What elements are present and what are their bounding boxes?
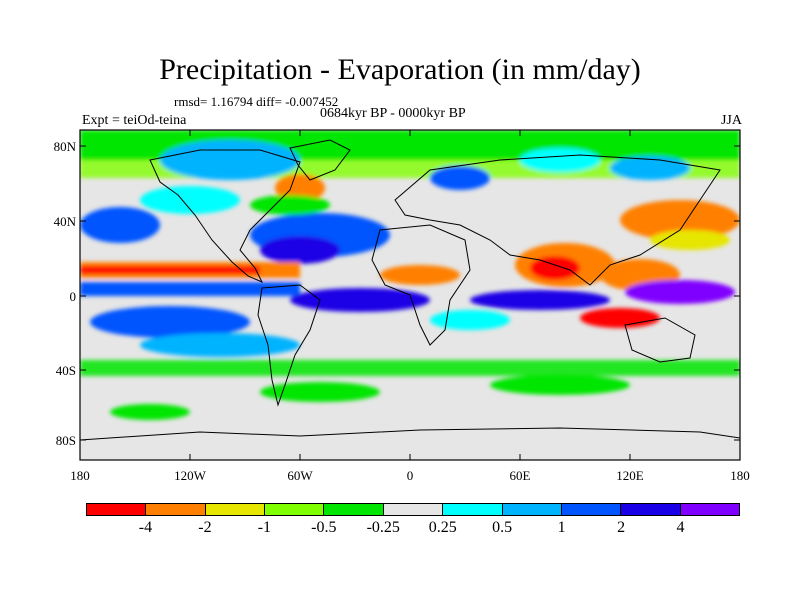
colorbar-swatch <box>621 504 681 515</box>
colorbar-swatch <box>87 504 147 515</box>
colorbar <box>86 503 740 516</box>
colorbar-label: -0.25 <box>366 519 400 536</box>
lat-label-40s: 40S <box>55 363 76 378</box>
colorbar-swatch <box>383 504 444 515</box>
map-title: Precipitation - Evaporation (in mm/day) <box>159 53 641 86</box>
coastlines <box>80 139 740 441</box>
lat-label-0: 0 <box>69 289 77 304</box>
colorbar-label: -2 <box>198 519 212 536</box>
colorbar-label: -1 <box>257 519 272 536</box>
colorbar-swatch <box>324 504 384 515</box>
colorbar-swatch <box>443 504 503 515</box>
lat-label-80s: 80S <box>55 433 76 448</box>
lon-label-60e: 60E <box>509 468 531 483</box>
lat-label-80n: 80N <box>53 139 76 154</box>
colorbar-swatch <box>502 504 562 515</box>
lon-label-0: 0 <box>406 468 414 483</box>
rmsd-diff-stats: rmsd= 1.16794 diff= -0.007452 <box>174 94 339 109</box>
tick-marks <box>80 130 740 460</box>
experiment-label: Expt = teiOd-teina <box>82 113 187 128</box>
lon-label-180w: 180 <box>70 468 90 483</box>
colorbar-swatch <box>146 504 206 515</box>
colorbar-swatch <box>205 504 266 515</box>
colorbar-label: 2 <box>617 519 626 536</box>
lon-label-180e: 180 <box>730 468 750 483</box>
colorbar-swatch <box>265 504 325 515</box>
period-label: 0684kyr BP - 0000kyr BP <box>320 106 466 121</box>
colorbar-label: 0.5 <box>492 519 513 536</box>
colorbar-label: -0.5 <box>311 519 337 536</box>
colorbar-label: 0.25 <box>428 519 457 536</box>
lon-label-120w: 120W <box>174 468 206 483</box>
season-label: JJA <box>720 113 742 128</box>
lat-label-40n: 40N <box>53 214 76 229</box>
colorbar-swatch <box>561 504 622 515</box>
colorbar-swatch <box>680 504 739 515</box>
colorbar-label: 1 <box>557 519 566 536</box>
lon-label-120e: 120E <box>616 468 644 483</box>
colorbar-label: -4 <box>138 519 153 536</box>
lon-label-60w: 60W <box>287 468 313 483</box>
field-layer <box>80 130 740 460</box>
colorbar-label: 4 <box>676 519 685 536</box>
